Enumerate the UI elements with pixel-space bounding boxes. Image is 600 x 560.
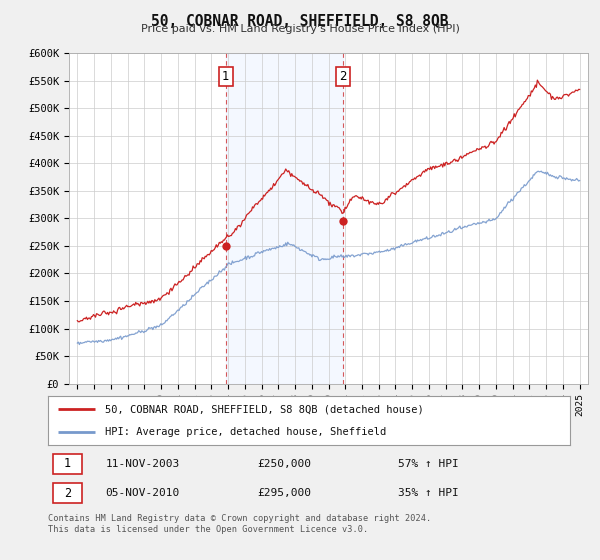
Text: 35% ↑ HPI: 35% ↑ HPI [398, 488, 458, 498]
FancyBboxPatch shape [53, 483, 82, 503]
Text: This data is licensed under the Open Government Licence v3.0.: This data is licensed under the Open Gov… [48, 525, 368, 534]
Text: 11-NOV-2003: 11-NOV-2003 [106, 459, 179, 469]
Text: HPI: Average price, detached house, Sheffield: HPI: Average price, detached house, Shef… [106, 427, 386, 437]
Text: 50, COBNAR ROAD, SHEFFIELD, S8 8QB: 50, COBNAR ROAD, SHEFFIELD, S8 8QB [151, 14, 449, 29]
Text: 1: 1 [222, 70, 230, 83]
Text: 2: 2 [340, 70, 347, 83]
FancyBboxPatch shape [53, 454, 82, 474]
Text: 05-NOV-2010: 05-NOV-2010 [106, 488, 179, 498]
Bar [226, 53, 343, 384]
Text: Price paid vs. HM Land Registry's House Price Index (HPI): Price paid vs. HM Land Registry's House … [140, 24, 460, 34]
Text: 2: 2 [64, 487, 71, 500]
Text: £295,000: £295,000 [257, 488, 311, 498]
Text: £250,000: £250,000 [257, 459, 311, 469]
Text: 57% ↑ HPI: 57% ↑ HPI [398, 459, 458, 469]
Text: 50, COBNAR ROAD, SHEFFIELD, S8 8QB (detached house): 50, COBNAR ROAD, SHEFFIELD, S8 8QB (deta… [106, 404, 424, 414]
Text: 1: 1 [64, 457, 71, 470]
Text: Contains HM Land Registry data © Crown copyright and database right 2024.: Contains HM Land Registry data © Crown c… [48, 514, 431, 523]
